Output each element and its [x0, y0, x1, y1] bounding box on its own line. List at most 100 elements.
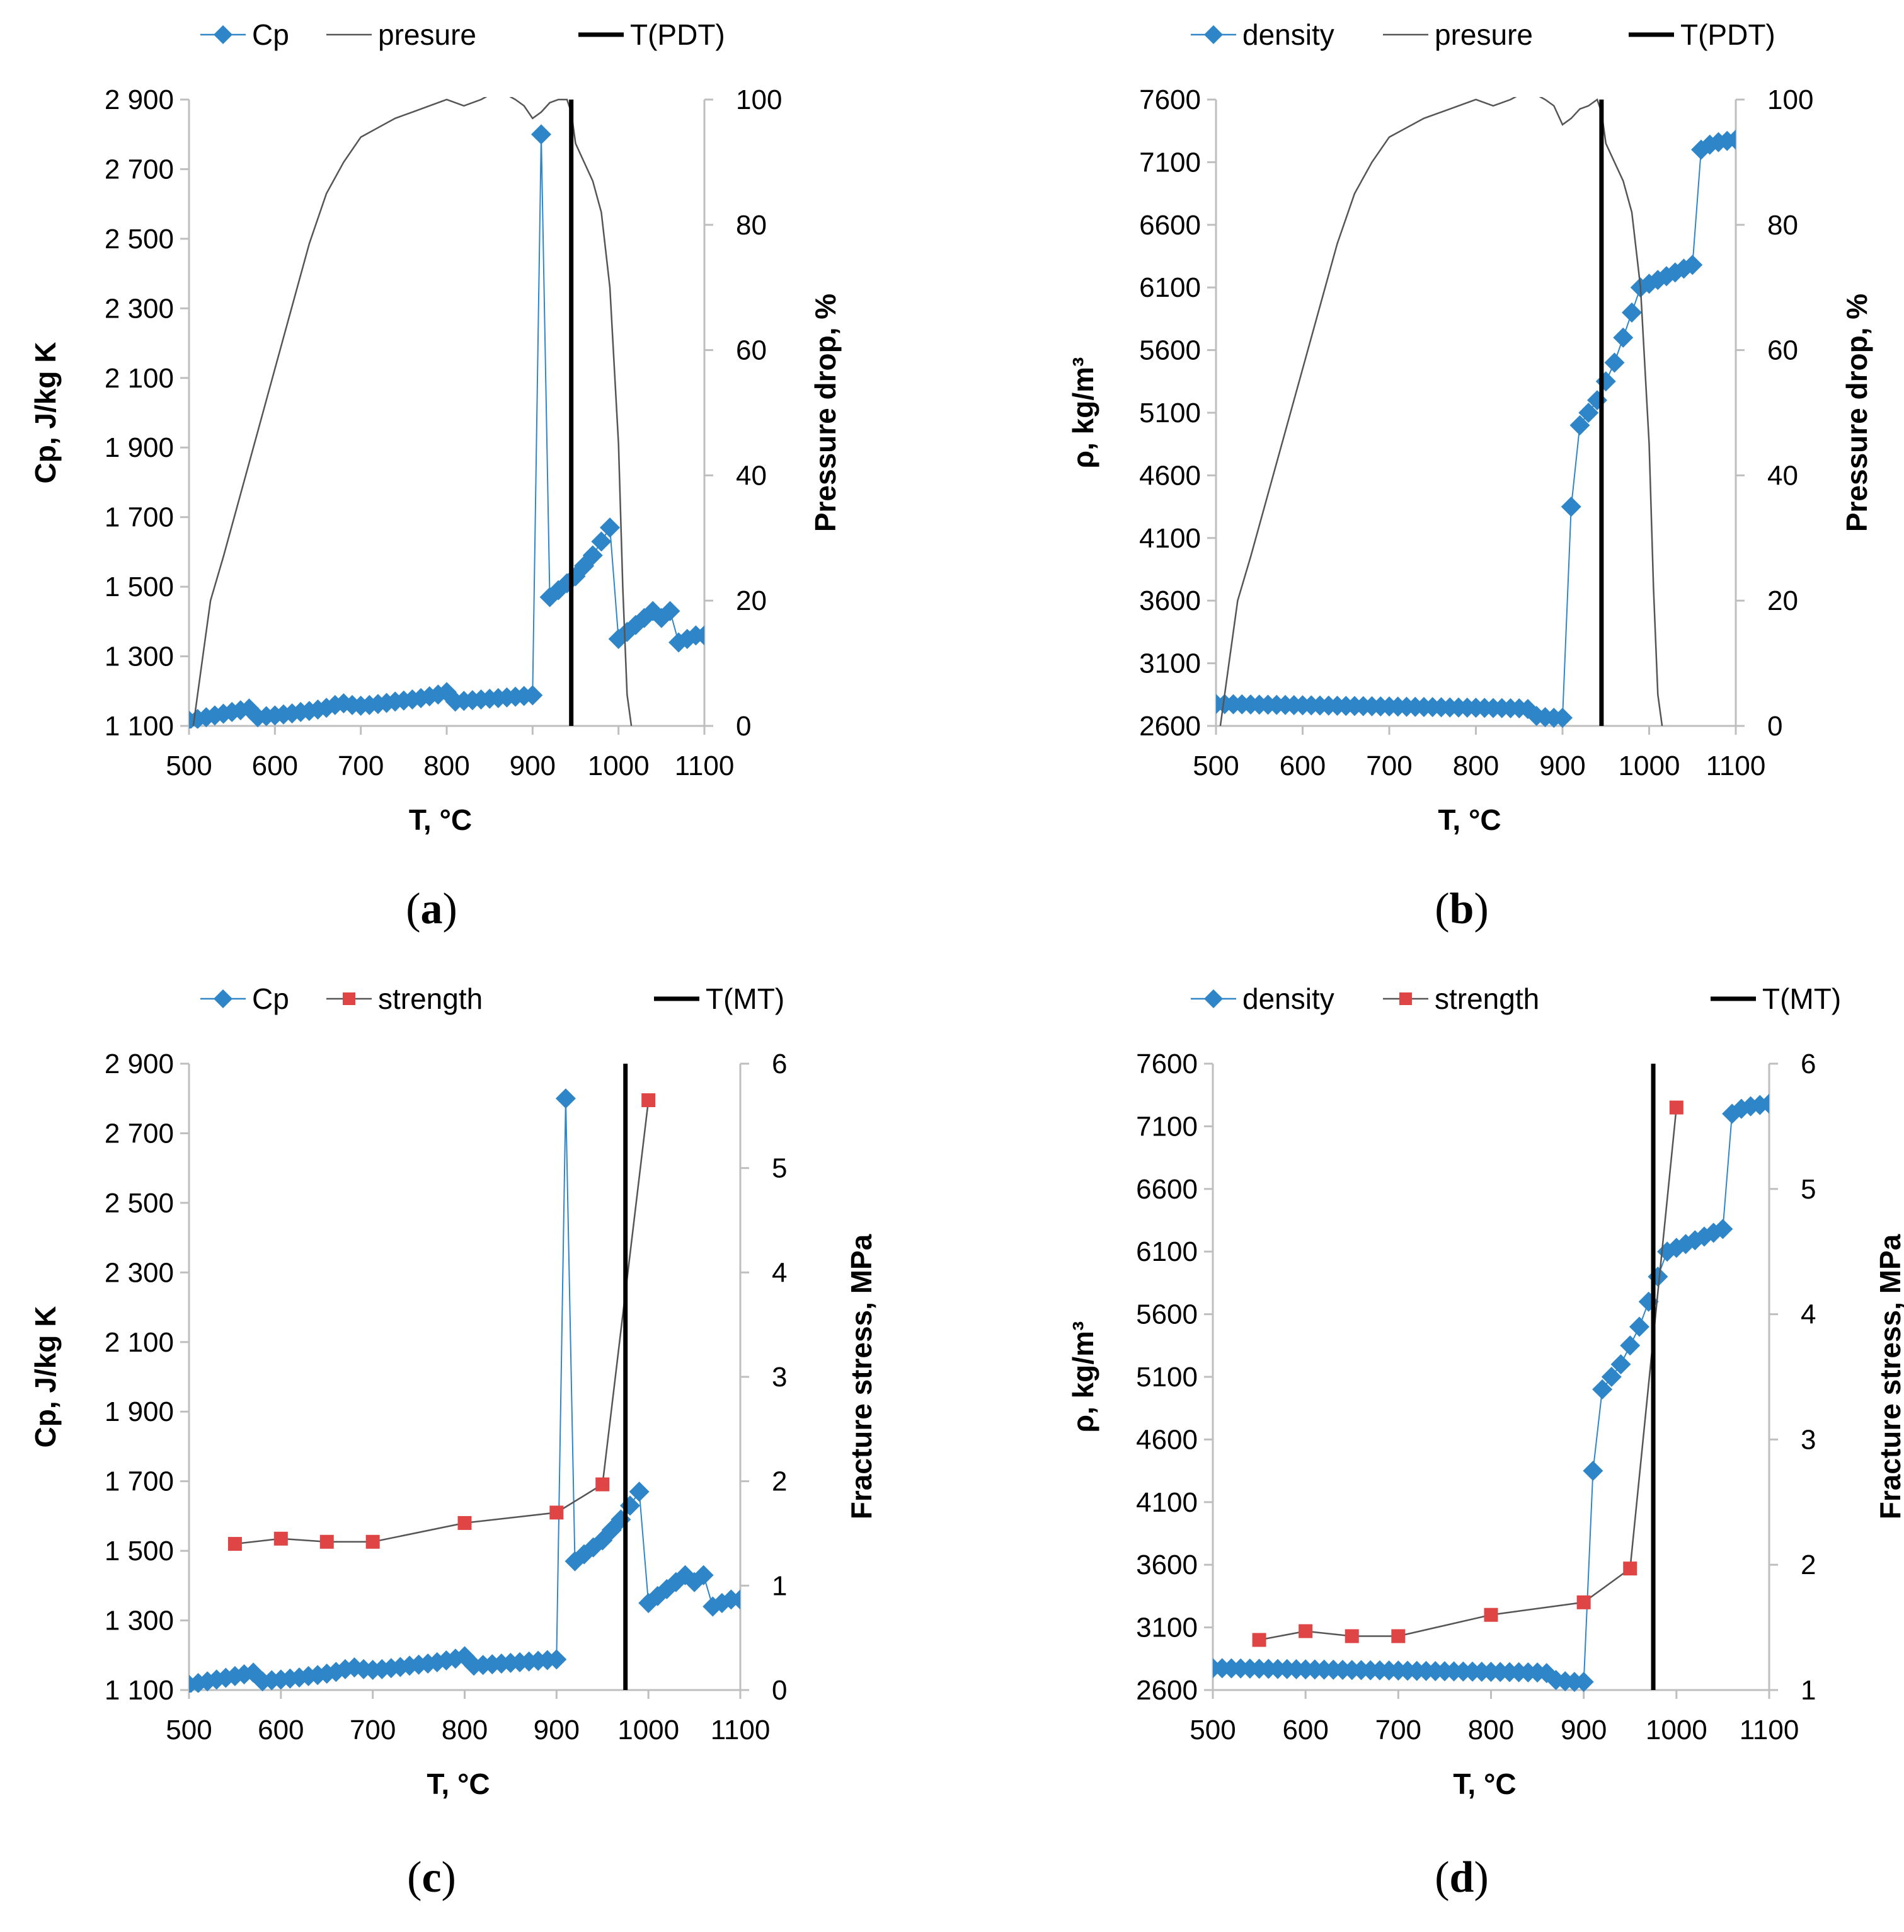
right-tick-label: 0 [1767, 711, 1782, 742]
data-point-density [1629, 1316, 1649, 1337]
caption-open-paren: ( [1435, 1853, 1449, 1902]
right-tick-label: 4 [1801, 1299, 1816, 1330]
data-point-density [1712, 1219, 1733, 1239]
series-line-strength [1259, 1107, 1678, 1641]
chart-panel-b: 2600 3100 3600 4100 4600 5100 5600 6100 6600 7100… [1067, 18, 1873, 933]
data-point-strength [1299, 1624, 1313, 1638]
panel-caption: (c) [407, 1853, 456, 1902]
data-point-strength [1252, 1633, 1266, 1647]
legend: density strength T(MT) [1191, 982, 1841, 1015]
x-tick-label: 1100 [1706, 750, 1766, 781]
data-point-density [1561, 497, 1581, 517]
legend-label: T(PDT) [630, 18, 725, 51]
series-layer [1216, 97, 1736, 728]
caption-open-paren: ( [1435, 885, 1449, 933]
data-point-strength [319, 1534, 334, 1549]
caption-open-paren: ( [406, 885, 420, 933]
caption-open-paren: ( [407, 1853, 422, 1902]
left-tick-label: 4600 [1139, 460, 1201, 491]
left-tick-label: 2600 [1139, 711, 1201, 742]
x-tick-label: 600 [1280, 750, 1326, 781]
left-tick-label: 1 900 [105, 1396, 174, 1427]
x-tick-label: 500 [1190, 1715, 1236, 1745]
x-tick-label: 600 [252, 750, 298, 781]
right-axis-title: Pressure drop, % [809, 294, 842, 532]
data-point-Cp [189, 1672, 209, 1693]
data-point-Cp [530, 124, 551, 145]
x-tick-label: 500 [1193, 750, 1239, 781]
left-tick-label: 2 500 [105, 1188, 174, 1219]
left-tick-label: 3100 [1136, 1613, 1198, 1643]
panel-caption: (b) [1435, 885, 1489, 933]
x-tick-label: 600 [258, 1715, 304, 1745]
data-point-Cp [694, 625, 704, 646]
left-tick-label: 6600 [1136, 1174, 1198, 1205]
left-tick-label: 2 700 [105, 154, 174, 185]
left-tick-label: 7600 [1139, 84, 1201, 115]
legend-label: density [1242, 18, 1334, 51]
x-tick-label: 900 [534, 1715, 580, 1745]
left-tick-label: 2 700 [105, 1118, 174, 1149]
caption-close-paren: ) [442, 1853, 456, 1902]
left-tick-label: 3600 [1139, 585, 1201, 616]
x-tick-label: 1100 [1740, 1715, 1799, 1745]
x-tick-label: 900 [1539, 750, 1585, 781]
data-point-density [1613, 327, 1634, 348]
data-point-Cp [546, 1649, 567, 1670]
data-point-density [1595, 371, 1616, 392]
right-axis-title: Fracture stress, MPa [845, 1234, 878, 1519]
panel-caption: (d) [1435, 1853, 1489, 1902]
right-tick-label: 60 [736, 335, 767, 366]
data-point-strength [1345, 1629, 1359, 1643]
data-point-strength [1669, 1100, 1683, 1115]
left-tick-label: 6100 [1139, 272, 1201, 303]
x-tick-label: 900 [510, 750, 556, 781]
legend: Cp presure T(PDT) [200, 18, 725, 51]
left-tick-label: 2600 [1136, 1675, 1198, 1706]
left-tick-label: 1 100 [105, 1675, 174, 1706]
right-tick-label: 2 [1801, 1550, 1816, 1580]
data-point-strength [457, 1515, 472, 1530]
series-line-density [1216, 139, 1736, 719]
left-tick-label: 5100 [1136, 1362, 1198, 1393]
right-tick-label: 2 [772, 1466, 787, 1497]
right-tick-label: 20 [1767, 585, 1798, 616]
caption-close-paren: ) [443, 885, 457, 933]
right-tick-label: 40 [736, 460, 767, 491]
left-tick-label: 6600 [1139, 210, 1201, 241]
legend-marker [214, 989, 232, 1008]
caption-close-paren: ) [1474, 1853, 1488, 1902]
x-tick-label: 500 [166, 1715, 212, 1745]
data-point-density [1552, 708, 1573, 728]
x-tick-label: 800 [423, 750, 469, 781]
right-tick-label: 100 [1767, 84, 1813, 115]
data-point-Cp [600, 517, 621, 538]
left-tick-label: 7100 [1139, 147, 1201, 178]
left-tick-label: 1 300 [105, 1606, 174, 1636]
x-tick-label: 700 [338, 750, 384, 781]
right-tick-label: 80 [736, 210, 767, 241]
data-point-strength [273, 1531, 288, 1546]
right-axis-title: Pressure drop, % [1840, 294, 1873, 532]
right-tick-label: 20 [736, 585, 767, 616]
left-tick-label: 1 900 [105, 432, 174, 463]
chart-panel-d: 2600310036004100460051005600610066007100… [1067, 982, 1904, 1902]
left-tick-label: 1 100 [105, 711, 174, 742]
panel-caption: (a) [406, 885, 457, 933]
x-axis-title: T, °C [427, 1768, 490, 1800]
right-tick-label: 4 [772, 1257, 787, 1288]
x-tick-label: 1000 [617, 1715, 679, 1745]
legend-marker [343, 992, 355, 1005]
x-tick-label: 700 [1375, 1715, 1421, 1745]
right-tick-label: 0 [736, 711, 751, 742]
data-point-Cp [629, 1481, 650, 1502]
right-tick-label: 6 [1801, 1049, 1816, 1079]
data-point-density [1578, 403, 1599, 423]
data-point-density [1682, 255, 1703, 275]
data-point-strength [1484, 1607, 1498, 1622]
left-tick-label: 2 100 [105, 363, 174, 394]
x-axis-title: T, °C [1453, 1768, 1516, 1800]
left-tick-label: 7600 [1136, 1049, 1198, 1079]
left-axis-title: ρ, kg/m³ [1067, 357, 1099, 469]
